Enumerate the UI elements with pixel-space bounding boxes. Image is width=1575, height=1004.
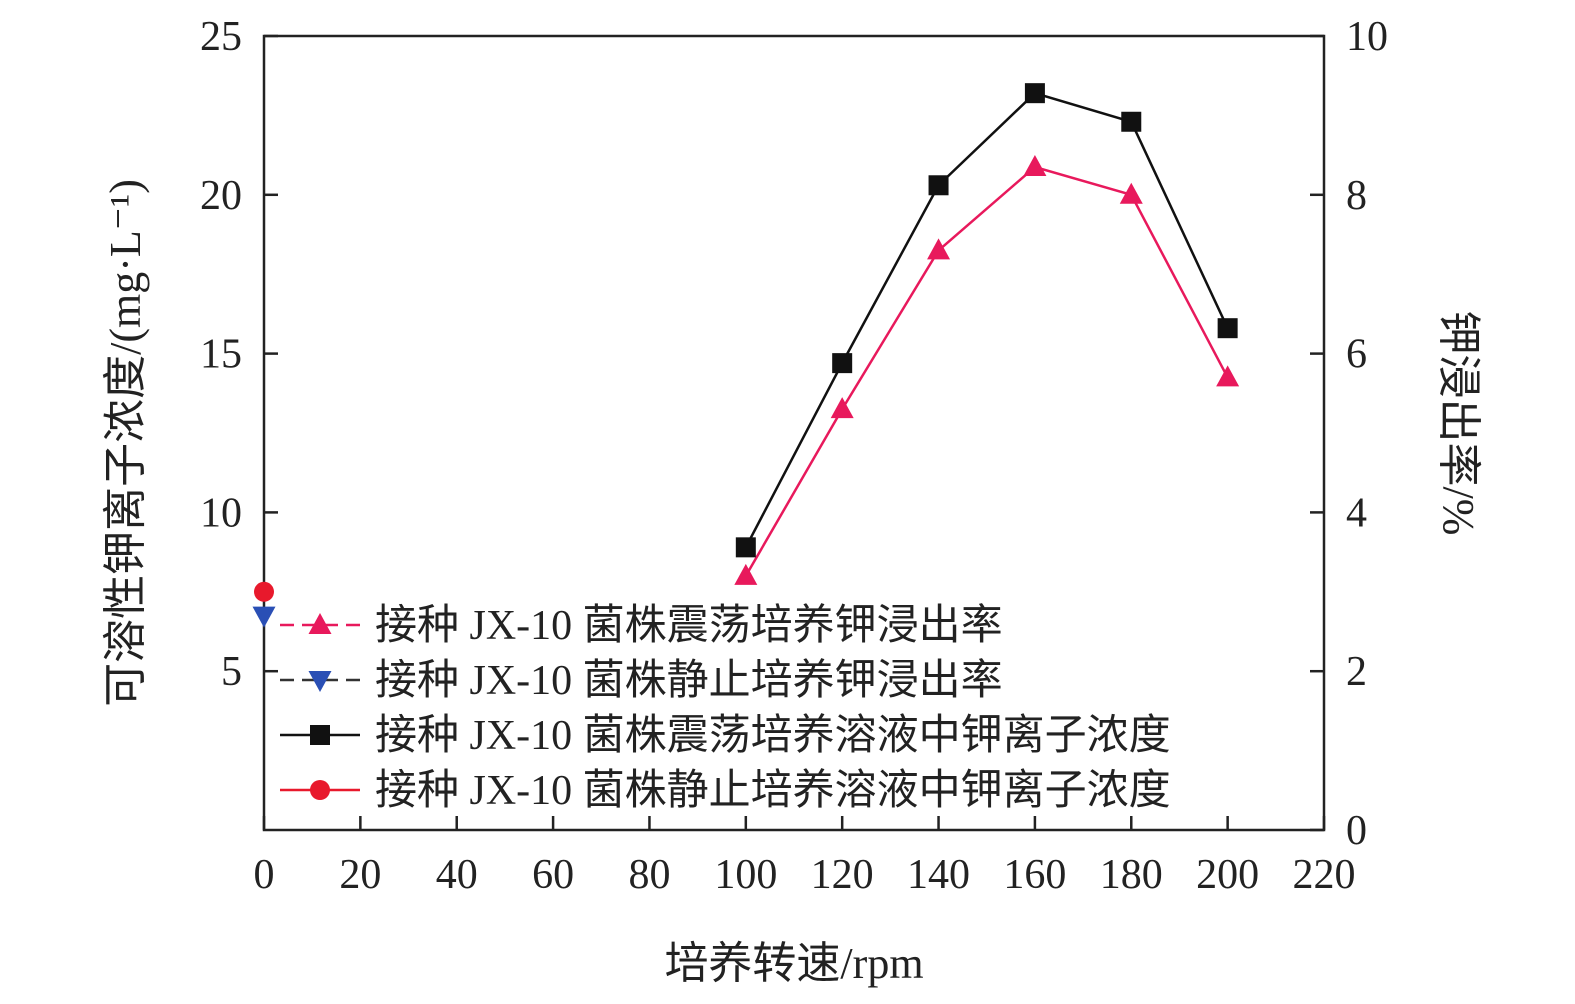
legend-marker — [308, 671, 332, 692]
y-right-tick-label: 0 — [1346, 808, 1367, 854]
y-left-tick-label: 5 — [221, 649, 242, 695]
series-1-point — [830, 397, 854, 419]
x-tick-label: 80 — [628, 852, 670, 898]
series-1-point — [734, 563, 758, 585]
x-tick-label: 220 — [1293, 852, 1356, 898]
y-right-tick-label: 6 — [1346, 332, 1367, 378]
x-tick-label: 180 — [1100, 852, 1163, 898]
legend-marker — [310, 725, 330, 745]
y-right-tick-label: 2 — [1346, 649, 1367, 695]
legend-marker — [308, 613, 332, 634]
x-tick-label: 0 — [254, 852, 275, 898]
series-line-1 — [744, 165, 1229, 577]
y-left-tick-label: 25 — [200, 14, 242, 60]
y-right-tick-label: 8 — [1346, 173, 1367, 219]
x-tick-label: 60 — [532, 852, 574, 898]
series-layer — [252, 83, 1240, 628]
y-right-axis-title: 钾浸出率/% — [1434, 311, 1483, 536]
series-3-point — [928, 175, 949, 196]
x-tick-label: 20 — [339, 852, 381, 898]
axes: 0 20 40 60 80 100 120 140 160 180 200 220 5 10 15 20 25 0… — [200, 14, 1388, 898]
legend-label: 接种 JX-10 菌株静止培养溶液中钾离子浓度 — [375, 767, 1171, 814]
legend-marker — [310, 780, 330, 800]
series-1-point — [927, 238, 951, 260]
y-left-tick-label: 15 — [200, 332, 242, 378]
x-tick-label: 40 — [436, 852, 478, 898]
series-3-point — [735, 537, 756, 558]
y-left-tick-label: 20 — [200, 173, 242, 219]
plot-frame — [262, 34, 1326, 832]
series-1-point — [1216, 365, 1240, 387]
series-3-point — [1121, 111, 1142, 132]
x-axis-title: 培养转速/rpm — [664, 939, 923, 988]
x-tick-label: 200 — [1196, 852, 1259, 898]
series-1-point — [1023, 155, 1047, 177]
series-1-point — [1119, 182, 1143, 204]
legend-label: 接种 JX-10 菌株震荡培养钾浸出率 — [375, 602, 1003, 649]
x-tick-label: 120 — [811, 852, 874, 898]
series-3-point — [1024, 83, 1045, 104]
x-tick-label: 160 — [1003, 852, 1066, 898]
y-left-axis-title: 可溶性钾离子浓度/(mg·L⁻¹) — [101, 179, 150, 707]
x-tick-label: 140 — [907, 852, 970, 898]
series-4-point — [254, 581, 274, 602]
series-line-3 — [744, 91, 1229, 548]
y-right-tick-label: 4 — [1346, 490, 1367, 536]
series-3-point — [1217, 318, 1238, 339]
y-left-tick-label: 10 — [200, 490, 242, 536]
x-tick-label: 100 — [714, 852, 777, 898]
series-2-point — [252, 606, 276, 628]
legend-label: 接种 JX-10 菌株震荡培养溶液中钾离子浓度 — [375, 712, 1171, 759]
series-3-point — [832, 353, 853, 374]
legend-label: 接种 JX-10 菌株静止培养钾浸出率 — [375, 657, 1003, 704]
y-right-tick-label: 10 — [1346, 14, 1388, 60]
